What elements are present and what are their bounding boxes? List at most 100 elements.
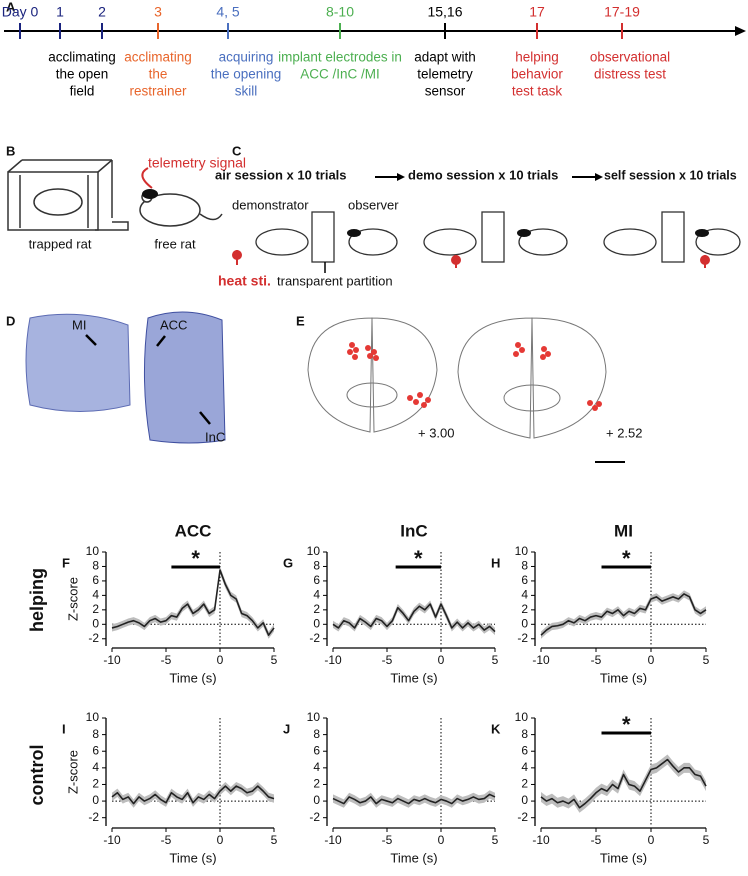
y-tick-label: 4 [521,588,528,602]
y-tick-label: 2 [521,602,528,616]
arrow [156,335,166,347]
trapped-label: trapped rat [29,236,92,251]
panel-letter: K [491,721,501,736]
sensor [142,189,158,199]
x-tick-label: 5 [703,653,710,667]
x-tick-label: 5 [492,833,499,847]
x-axis-label: Time (s) [169,670,216,685]
event-label: the opening [211,67,282,82]
slice-image [25,313,131,412]
event-label: the open [56,67,109,82]
y-tick-label: 10 [515,710,529,724]
mean-line [332,793,496,805]
y-tick-label: 2 [92,777,99,791]
x-tick-label: 0 [217,653,224,667]
chart-title: ACC [175,521,212,540]
slice-image [143,311,226,444]
y-tick-label: -2 [88,810,99,824]
x-tick-label: -10 [103,833,121,847]
x-tick-label: 5 [703,833,710,847]
y-tick-label: 0 [521,616,528,630]
y-axis-label: Z-score [65,750,80,794]
x-tick-label: 0 [438,653,445,667]
y-tick-label: 2 [92,602,99,616]
panel-letter: I [62,721,66,736]
sensors [347,229,709,237]
event-label: acquiring [219,50,274,65]
x-axis-label: Time (s) [390,670,437,685]
y-tick-label: 6 [92,573,99,587]
y-tick-label: 10 [307,544,321,558]
y-tick-label: 10 [515,544,529,558]
y-tick-label: -2 [309,631,320,645]
panel-letter: D [6,313,15,328]
y-tick-label: 6 [521,573,528,587]
x-axis-label: Time (s) [169,850,216,865]
session-label: self session x 10 trials [604,168,737,182]
chart-title: MI [614,521,633,540]
x-tick-label: 5 [271,653,278,667]
day-label: Day 0 [2,4,39,20]
error-band [112,566,274,639]
x-tick-label: 0 [648,653,655,667]
y-tick-label: 4 [313,760,320,774]
day-label: 17 [529,4,545,20]
y-tick-label: 4 [92,588,99,602]
y-tick-label: 8 [313,727,320,741]
y-tick-label: 0 [92,616,99,630]
panel-letter: G [283,555,293,570]
y-tick-label: 4 [92,760,99,774]
day-label: 15,16 [427,4,462,20]
y-tick-label: 0 [313,793,320,807]
x-tick-label: -10 [324,653,342,667]
x-tick-label: -10 [103,653,121,667]
y-tick-label: 6 [92,743,99,757]
event-label: test task [512,84,563,99]
y-tick-label: 8 [521,559,528,573]
significance-label: * [622,546,631,571]
timeline-arrow [735,26,746,36]
x-tick-label: -5 [591,653,602,667]
event-label: implant electrodes in [278,50,402,65]
day-label: 4, 5 [216,4,240,20]
chart-title: InC [400,521,427,540]
day-label: 3 [154,4,162,20]
x-tick-label: -5 [161,833,172,847]
y-tick-label: 0 [92,793,99,807]
rat-icons [255,211,741,263]
event-label: restrainer [129,84,187,99]
y-tick-label: 10 [86,544,100,558]
y-tick-label: 2 [313,602,320,616]
y-tick-label: -2 [517,810,528,824]
x-tick-label: -5 [382,653,393,667]
panel-letter: E [296,313,305,328]
session-label: air session x 10 trials [215,167,347,182]
x-tick-label: 5 [271,833,278,847]
event-label: telemetry [417,67,473,82]
y-tick-label: 8 [313,559,320,573]
x-tick-label: -10 [532,833,550,847]
stimulus-label: heat sti. [218,273,271,289]
event-label: acclimating [124,50,192,65]
row-label: control [27,745,47,806]
y-tick-label: 6 [521,743,528,757]
event-label: observational [590,50,670,65]
y-tick-label: 10 [307,710,321,724]
significance-label: * [191,546,200,571]
x-tick-label: 0 [217,833,224,847]
electrode-sites [347,342,602,411]
day-label: 8-10 [326,4,354,20]
event-label: acclimating [48,50,116,65]
y-tick-label: 6 [313,743,320,757]
demonstrator-label: demonstrator [232,197,309,212]
y-tick-label: 8 [92,727,99,741]
significance-label: * [414,546,423,571]
x-tick-label: 5 [492,653,499,667]
signal-label: telemetry signal [148,155,246,171]
x-tick-label: -10 [532,653,550,667]
mean-line [111,785,275,805]
mean-line [540,758,707,809]
y-tick-label: 8 [521,727,528,741]
y-tick-label: 10 [86,710,100,724]
event-label: ACC /InC /MI [300,67,380,82]
